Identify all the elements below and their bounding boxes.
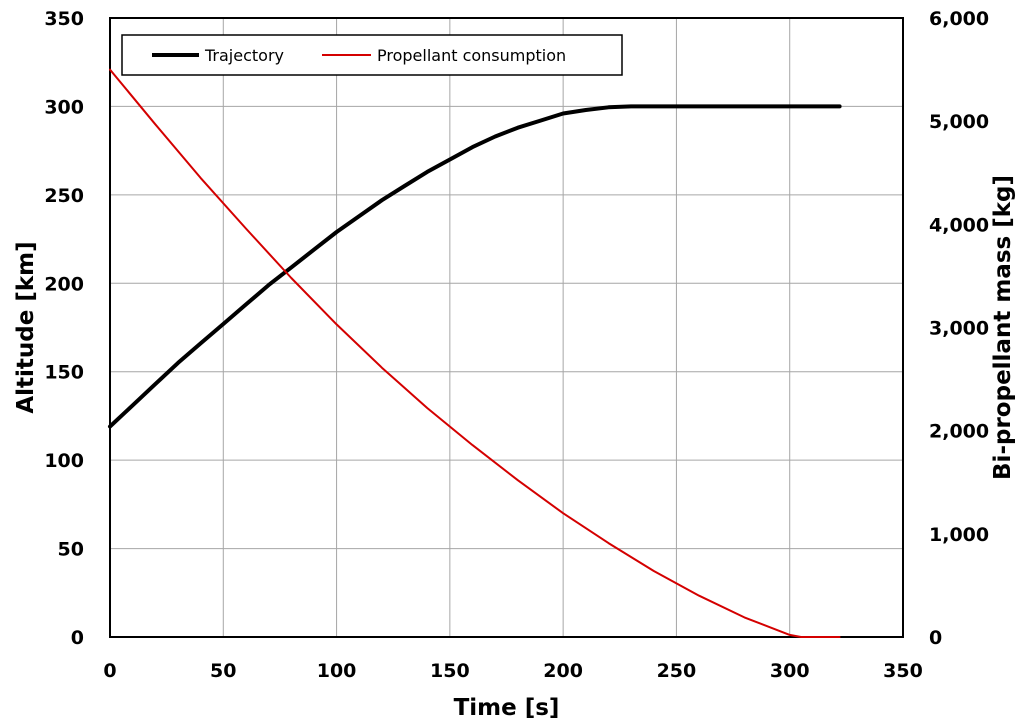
legend: Trajectory Propellant consumption	[121, 34, 623, 76]
y-left-tick-label: 350	[44, 8, 84, 30]
x-tick-label: 0	[103, 660, 116, 682]
y-axis-right-title: Bi-propellant mass [kg]	[990, 175, 1016, 480]
x-tick-label: 100	[317, 660, 357, 682]
x-tick-label: 250	[657, 660, 697, 682]
legend-box	[121, 34, 623, 76]
legend-label-propellant: Propellant consumption	[377, 46, 566, 65]
y-left-tick-label: 150	[44, 362, 84, 384]
x-axis-title: Time [s]	[454, 695, 560, 721]
y-left-tick-label: 250	[44, 185, 84, 207]
y-axis-left-title: Altitude [km]	[13, 241, 39, 413]
x-tick-label: 350	[883, 660, 923, 682]
x-tick-label: 150	[430, 660, 470, 682]
x-tick-label: 300	[770, 660, 810, 682]
series-trajectory-line	[108, 104, 842, 429]
y-left-tick-label: 300	[44, 96, 84, 118]
y-right-tick-label: 1,000	[929, 524, 989, 546]
y-left-tick-label: 200	[44, 273, 84, 295]
x-tick-label: 50	[210, 660, 236, 682]
tick-labels: 0 50 100 150 200 250 300 350 0 50 100 150 200 250 300 3…	[44, 8, 989, 682]
y-left-tick-label: 50	[58, 539, 84, 561]
y-right-tick-label: 0	[929, 627, 942, 649]
x-tick-label: 200	[543, 660, 583, 682]
grid	[110, 18, 903, 637]
series-propellant-line	[109, 68, 841, 638]
plot-area	[109, 17, 904, 638]
y-left-tick-label: 0	[71, 627, 84, 649]
y-right-tick-label: 4,000	[929, 214, 989, 236]
series-layer	[108, 68, 842, 638]
y-right-tick-label: 5,000	[929, 111, 989, 133]
y-right-tick-label: 3,000	[929, 318, 989, 340]
y-left-tick-label: 100	[44, 450, 84, 472]
y-right-tick-label: 2,000	[929, 421, 989, 443]
legend-label-trajectory: Trajectory	[204, 46, 284, 65]
y-right-tick-label: 6,000	[929, 8, 989, 30]
